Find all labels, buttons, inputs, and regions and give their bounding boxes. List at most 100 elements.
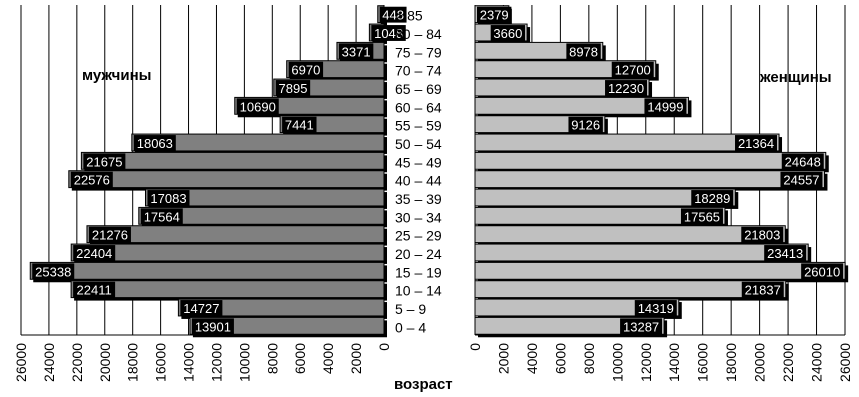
right-tick-label: 20000 xyxy=(752,343,768,382)
female-value-label: 21803 xyxy=(744,228,780,243)
female-value-box xyxy=(634,300,677,316)
age-group-label: 65 – 69 xyxy=(395,81,442,97)
age-group-label: 55 – 59 xyxy=(395,118,442,134)
female-title: женщины xyxy=(759,69,832,86)
male-bar xyxy=(29,261,385,280)
left-tick-label: 22000 xyxy=(69,343,85,382)
left-tick-label: 16000 xyxy=(153,343,169,382)
female-value-label: 23413 xyxy=(767,246,803,261)
male-bar xyxy=(177,298,385,317)
left-tick-label: 6000 xyxy=(292,343,308,374)
male-value-label: 17564 xyxy=(144,209,180,224)
female-value-label: 3660 xyxy=(493,26,522,41)
left-tick-label: 12000 xyxy=(208,343,224,382)
male-value-box xyxy=(32,263,75,280)
female-value-label: 24557 xyxy=(783,173,819,188)
left-tick-label: 24000 xyxy=(41,343,57,382)
age-group-label: 45 – 49 xyxy=(395,154,442,170)
right-tick-label: 22000 xyxy=(780,343,796,382)
male-bar xyxy=(70,243,385,262)
left-tick-label: 10000 xyxy=(236,343,252,382)
age-group-label: 40 – 44 xyxy=(395,173,442,189)
male-value-box xyxy=(338,43,374,60)
male-value-label: 7441 xyxy=(285,118,314,133)
left-tick-labels: 0 2000 4000 6000 8000 10000 12000 14000 16000 180… xyxy=(13,343,392,382)
male-value-box xyxy=(73,245,116,261)
female-bar xyxy=(474,280,787,299)
male-value-label: 7895 xyxy=(279,81,308,96)
male-value-box xyxy=(147,190,190,206)
male-value-box xyxy=(88,226,131,243)
right-tick-label: 0 xyxy=(467,343,483,351)
female-bar xyxy=(474,206,726,225)
right-tick-label: 12000 xyxy=(638,343,654,382)
female-value-box xyxy=(490,25,526,41)
age-group-label: 15 – 19 xyxy=(395,264,442,280)
male-value-box xyxy=(83,153,126,170)
age-group-label: 80 – 84 xyxy=(395,26,442,42)
male-value-box xyxy=(371,25,406,41)
female-bar xyxy=(474,188,736,207)
right-tick-label: 18000 xyxy=(723,343,739,382)
male-value-label: 22411 xyxy=(77,283,112,298)
age-group-label: 5 – 9 xyxy=(395,301,426,317)
male-title: мужчины xyxy=(82,67,152,84)
age-group-label: 10 – 14 xyxy=(395,283,442,299)
male-bar xyxy=(68,170,385,189)
male-value-label: 1048 xyxy=(374,26,403,41)
female-bar xyxy=(474,261,846,280)
female-value-box xyxy=(680,208,723,225)
male-bar xyxy=(70,280,385,299)
female-bar xyxy=(474,170,825,189)
female-value-label: 14999 xyxy=(647,99,683,114)
male-value-label: 22404 xyxy=(76,246,112,261)
male-value-label: 22576 xyxy=(74,173,110,188)
female-value-box xyxy=(568,116,603,133)
male-value-box xyxy=(236,98,279,115)
male-value-label: 3371 xyxy=(342,44,371,59)
female-bar xyxy=(474,151,827,170)
female-value-label: 21837 xyxy=(745,283,781,298)
male-bar xyxy=(138,206,385,225)
female-value-box xyxy=(620,318,663,335)
female-value-box xyxy=(781,153,824,170)
left-tick-label: 2000 xyxy=(348,343,364,374)
right-tick-label: 6000 xyxy=(552,343,568,374)
age-group-label: 35 – 39 xyxy=(395,191,442,207)
male-value-box xyxy=(70,171,113,188)
right-tick-label: 26000 xyxy=(837,343,853,382)
female-bar xyxy=(474,225,786,244)
female-value-box xyxy=(741,281,784,298)
female-value-label: 18289 xyxy=(694,191,730,206)
female-value-box xyxy=(780,171,823,188)
age-group-label: 50 – 54 xyxy=(395,136,442,152)
male-bar xyxy=(144,188,385,207)
age-group-label: 30 – 34 xyxy=(395,209,442,225)
female-value-label: 17565 xyxy=(684,209,720,224)
male-bar xyxy=(86,225,385,244)
male-value-box xyxy=(191,318,234,335)
female-value-box xyxy=(605,80,648,96)
right-tick-label: 2000 xyxy=(495,343,511,374)
male-value-box xyxy=(140,208,183,225)
male-value-label: 21276 xyxy=(92,228,128,243)
male-value-box xyxy=(275,80,311,96)
female-value-box xyxy=(691,190,734,206)
male-value-box xyxy=(282,116,317,133)
female-value-box xyxy=(801,263,844,280)
age-group-label: 20 – 24 xyxy=(395,246,442,262)
right-tick-label: 14000 xyxy=(666,343,682,382)
female-value-box xyxy=(735,135,778,151)
left-tick-label: 0 xyxy=(376,343,392,351)
female-value-label: 13287 xyxy=(623,319,659,334)
left-tick-label: 20000 xyxy=(97,343,113,382)
female-bar xyxy=(474,298,680,317)
right-tick-label: 24000 xyxy=(809,343,825,382)
female-value-box xyxy=(741,226,784,243)
male-value-label: 14727 xyxy=(183,301,219,316)
age-group-label: 70 – 74 xyxy=(395,63,442,79)
female-value-label: 26010 xyxy=(804,264,840,279)
female-value-box xyxy=(764,245,807,261)
male-value-box xyxy=(288,61,324,78)
female-value-label: 8978 xyxy=(569,44,598,59)
